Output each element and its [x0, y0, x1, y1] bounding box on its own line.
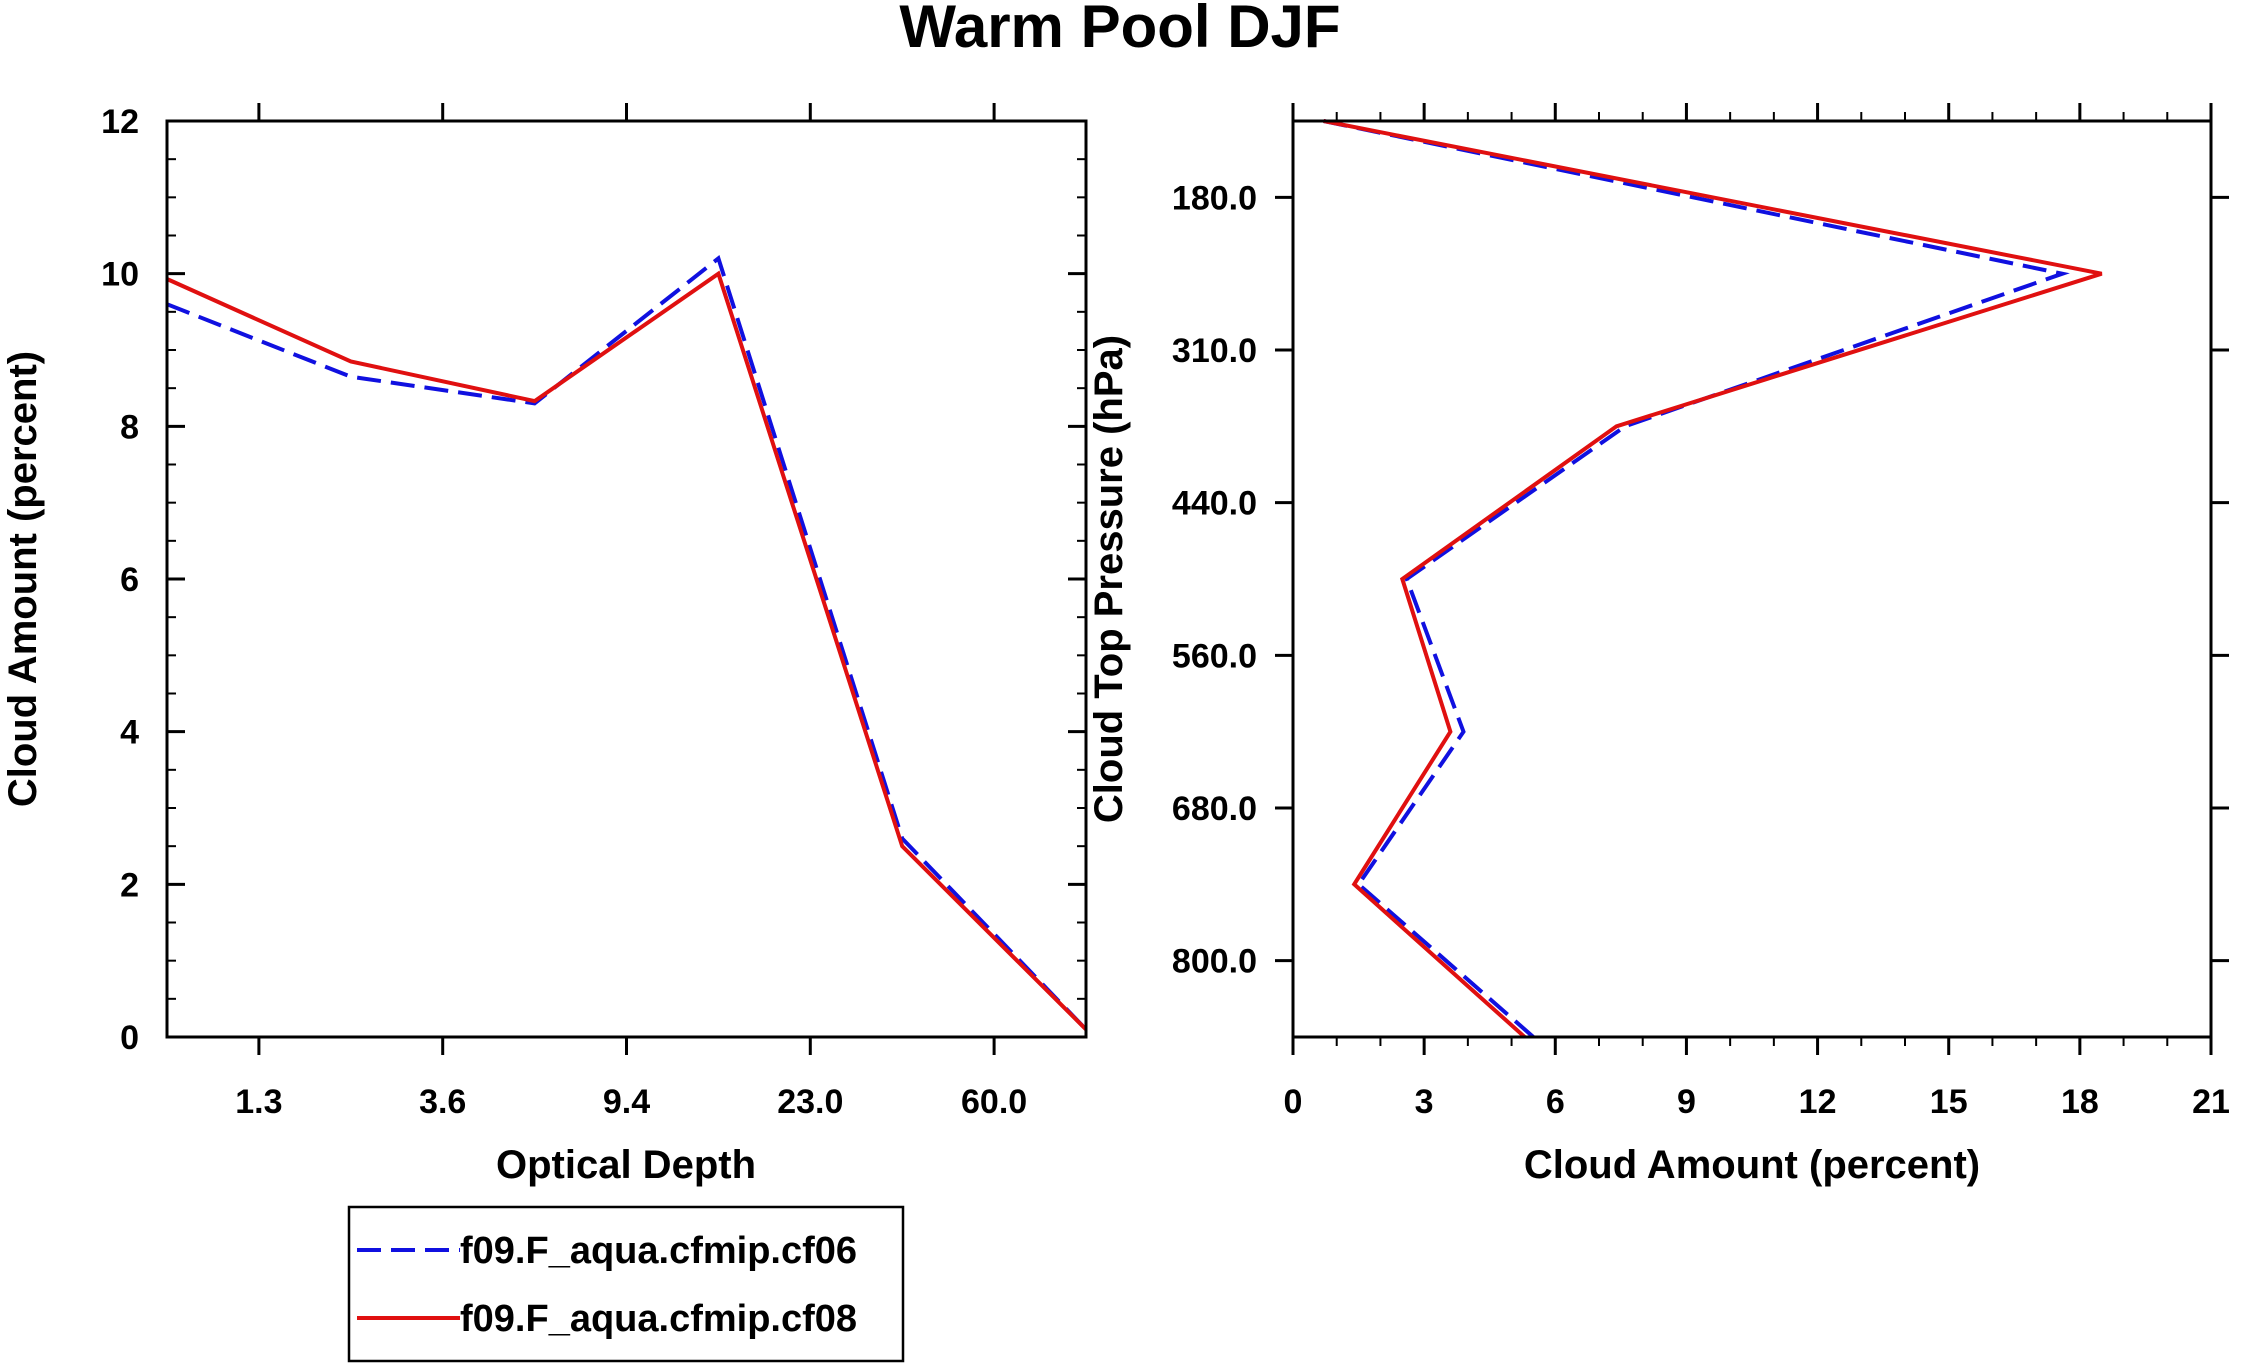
- left-series-line-cf08: [166, 270, 1088, 1031]
- right-x-tick-label: 15: [1930, 1083, 1968, 1121]
- right-chart: 0 3 6 9 12 15 18 21 180.0 310.0 440.0 560.0 680.0 800…: [1087, 103, 2230, 1187]
- legend-box: [347, 1205, 905, 1363]
- right-y-tick-label: 310.0: [1172, 332, 1257, 370]
- right-series-line-cf06: [1323, 119, 2070, 1039]
- legend-label-cf06: f09.F_aqua.cfmip.cf06: [460, 1230, 857, 1272]
- right-y-tick-label: 560.0: [1172, 637, 1257, 675]
- legend-label-cf08: f09.F_aqua.cfmip.cf08: [460, 1298, 857, 1340]
- right-y-tick-label: 440.0: [1172, 485, 1257, 523]
- right-y-tick-label: 180.0: [1172, 179, 1257, 217]
- right-x-tick-label: 21: [2192, 1083, 2230, 1121]
- left-x-axis-label: Optical Depth: [496, 1143, 756, 1187]
- left-y-tick-label: 0: [120, 1019, 139, 1057]
- left-ticks-group: 0 2 4 6 8 10 12 1.3 3.6 9.4 23.0 60.0: [101, 103, 1086, 1121]
- left-y-tick-label: 8: [120, 408, 139, 446]
- left-chart: 0 2 4 6 8 10 12 1.3 3.6 9.4 23.0 60.0 Optical Depth…: [1, 103, 1088, 1187]
- left-y-tick-label: 6: [120, 561, 139, 599]
- right-y-tick-label: 800.0: [1172, 943, 1257, 981]
- left-y-tick-label: 12: [101, 103, 139, 141]
- left-y-tick-label: 10: [101, 256, 139, 294]
- left-x-tick-label: 60.0: [961, 1083, 1027, 1121]
- left-y-tick-label: 2: [120, 866, 139, 904]
- left-x-tick-label: 1.3: [235, 1083, 282, 1121]
- right-y-tick-label: 680.0: [1172, 790, 1257, 828]
- right-x-tick-label: 0: [1284, 1083, 1303, 1121]
- right-series-group: [1323, 119, 2103, 1039]
- right-ticks-group: 0 3 6 9 12 15 18 21 180.0 310.0 440.0 560.0 680.0 800…: [1172, 103, 2230, 1121]
- left-x-tick-label: 3.6: [419, 1083, 466, 1121]
- right-plot-frame: [1291, 119, 2213, 1039]
- figure-title: Warm Pool DJF: [899, 0, 1340, 60]
- right-x-tick-label: 6: [1546, 1083, 1565, 1121]
- legend: f09.F_aqua.cfmip.cf06 f09.F_aqua.cfmip.c…: [347, 1205, 905, 1363]
- left-y-axis-label: Cloud Amount (percent): [1, 351, 45, 807]
- right-x-tick-label: 12: [1799, 1083, 1837, 1121]
- right-x-tick-label: 18: [2061, 1083, 2099, 1121]
- left-series-line-cf06: [166, 255, 1088, 1031]
- left-y-tick-label: 4: [120, 714, 139, 752]
- left-x-tick-label: 9.4: [603, 1083, 650, 1121]
- right-x-tick-label: 9: [1677, 1083, 1696, 1121]
- right-y-axis-label: Cloud Top Pressure (hPa): [1087, 335, 1131, 823]
- right-x-axis-label: Cloud Amount (percent): [1524, 1143, 1980, 1187]
- left-series-group: [166, 255, 1088, 1031]
- left-x-tick-label: 23.0: [777, 1083, 843, 1121]
- right-x-tick-label: 3: [1415, 1083, 1434, 1121]
- left-plot-frame: [165, 119, 1088, 1039]
- right-series-line-cf08: [1323, 119, 2103, 1039]
